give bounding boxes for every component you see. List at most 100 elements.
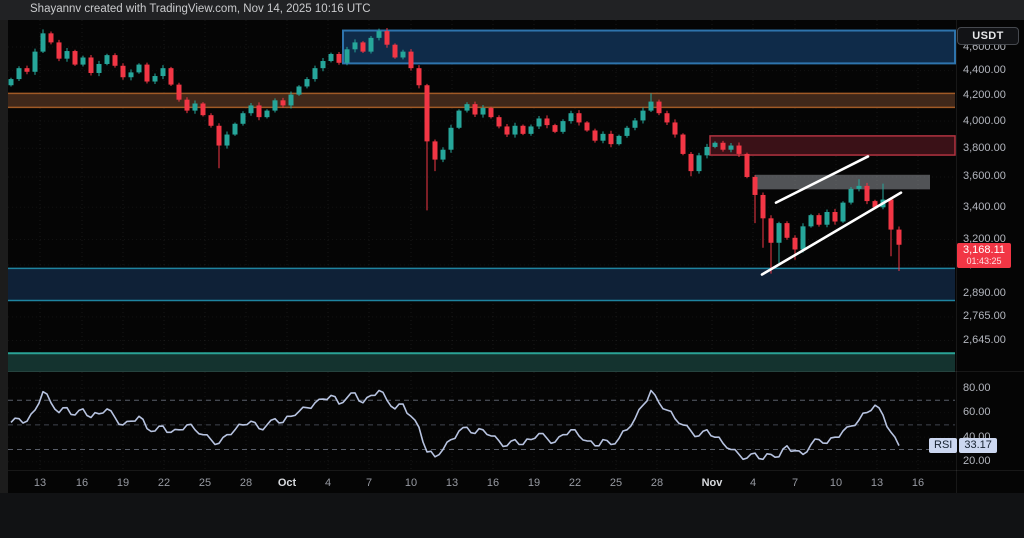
candle-body	[216, 125, 222, 146]
candle-body	[472, 104, 478, 115]
candle-body	[320, 61, 326, 69]
candle-body	[432, 141, 438, 160]
candle-body	[624, 127, 630, 136]
time-tick-label: 10	[404, 477, 418, 489]
candle-body	[616, 135, 622, 145]
candlestick-series[interactable]	[8, 28, 902, 274]
candle-body	[376, 31, 382, 38]
candle-body	[824, 211, 830, 225]
candle-body	[816, 215, 822, 225]
rsi-name-chip: RSI	[929, 438, 958, 453]
price-tick-label: 2,645.00	[963, 333, 1006, 346]
price-tick-label: 3,800.00	[963, 141, 1006, 154]
time-tick-label: 22	[157, 477, 171, 489]
candle-body	[192, 103, 198, 111]
time-tick-label: Nov	[701, 477, 723, 489]
candle-body	[200, 103, 206, 116]
candle-body	[16, 68, 22, 80]
currency-badge[interactable]: USDT	[957, 27, 1019, 45]
candle-body	[408, 51, 414, 69]
candle-body	[112, 55, 118, 66]
candle-body	[456, 110, 462, 128]
supply-zone-3800[interactable]	[709, 135, 956, 156]
candle-body	[440, 149, 446, 160]
candle-body	[888, 199, 894, 230]
time-tick-label: 25	[198, 477, 212, 489]
demand-zone-2950[interactable]	[8, 267, 955, 302]
bar-countdown: 01:43:25	[966, 256, 1002, 266]
candle-body	[512, 125, 518, 135]
pane-separator[interactable]	[8, 371, 1024, 372]
candle-body	[208, 115, 214, 126]
resistance-zone-4150[interactable]	[8, 92, 955, 109]
candle-body	[664, 113, 670, 123]
candle-body	[136, 64, 142, 73]
candle-body	[248, 105, 254, 114]
candle-body	[552, 125, 558, 132]
candle-body	[704, 146, 710, 156]
time-tick-label: 4	[749, 477, 757, 489]
candle-body	[808, 215, 814, 227]
price-tick-label: 4,200.00	[963, 88, 1006, 101]
time-tick-label: 28	[650, 477, 664, 489]
time-tick-label: Oct	[277, 477, 297, 489]
candle-body	[744, 153, 750, 177]
candle-body	[280, 100, 286, 106]
candle-body	[288, 94, 294, 106]
rsi-line	[10, 389, 900, 461]
candle-body	[176, 84, 182, 100]
rsi-value-chip: 33.17	[959, 438, 997, 453]
candle-body	[80, 57, 86, 65]
time-axis-separator	[8, 470, 1024, 471]
candle-body	[168, 68, 174, 85]
supply-zone-4500[interactable]	[342, 29, 956, 65]
price-pane-chart-surface[interactable]	[0, 20, 1024, 372]
demand-zone-2580[interactable]	[8, 352, 955, 372]
candle-body	[800, 226, 806, 250]
candle-body	[896, 229, 902, 245]
candle-body	[856, 185, 862, 189]
channel-upper-line[interactable]	[774, 155, 870, 204]
last-price-badge: 3,168.11 01:43:25	[957, 243, 1011, 268]
candle-body	[272, 100, 278, 111]
attribution-text: Shayannv created with TradingView.com, N…	[30, 3, 371, 15]
candle-body	[352, 42, 358, 50]
candle-body	[680, 134, 686, 154]
candle-body	[424, 85, 430, 142]
footer-strip: TradingView	[0, 493, 1024, 538]
candle-body	[56, 42, 62, 59]
rsi-tick-label: 60.00	[963, 406, 991, 419]
candle-body	[504, 126, 510, 135]
channel-lower-line[interactable]	[760, 191, 903, 276]
rsi-pane-chart-surface[interactable]	[0, 372, 1024, 470]
candle-body	[776, 223, 782, 243]
candle-body	[464, 104, 470, 111]
rsi-value-badge: RSI 33.17	[929, 438, 997, 453]
price-axis-separator	[956, 20, 957, 493]
price-tick-label: 3,200.00	[963, 232, 1006, 245]
candle-body	[120, 65, 126, 78]
candle-body	[568, 113, 574, 122]
time-tick-label: 13	[870, 477, 884, 489]
candle-body	[688, 153, 694, 172]
candle-body	[232, 123, 238, 135]
gray-zone-3560[interactable]	[755, 174, 930, 190]
candle-body	[328, 53, 334, 62]
price-tick-label: 4,000.00	[963, 114, 1006, 127]
candle-body	[640, 110, 646, 121]
attribution-bar: Shayannv created with TradingView.com, N…	[0, 0, 1024, 20]
candle-body	[160, 68, 166, 77]
candle-body	[128, 72, 134, 78]
candle-body	[312, 68, 318, 80]
time-tick-label: 28	[239, 477, 253, 489]
price-tick-label: 2,765.00	[963, 310, 1006, 323]
candle-body	[88, 57, 94, 73]
candle-body	[840, 202, 846, 222]
time-tick-label: 7	[791, 477, 799, 489]
candle-body	[64, 51, 70, 59]
time-tick-label: 13	[445, 477, 459, 489]
candle-body	[544, 118, 550, 126]
candle-body	[584, 122, 590, 131]
candle-body	[592, 130, 598, 141]
